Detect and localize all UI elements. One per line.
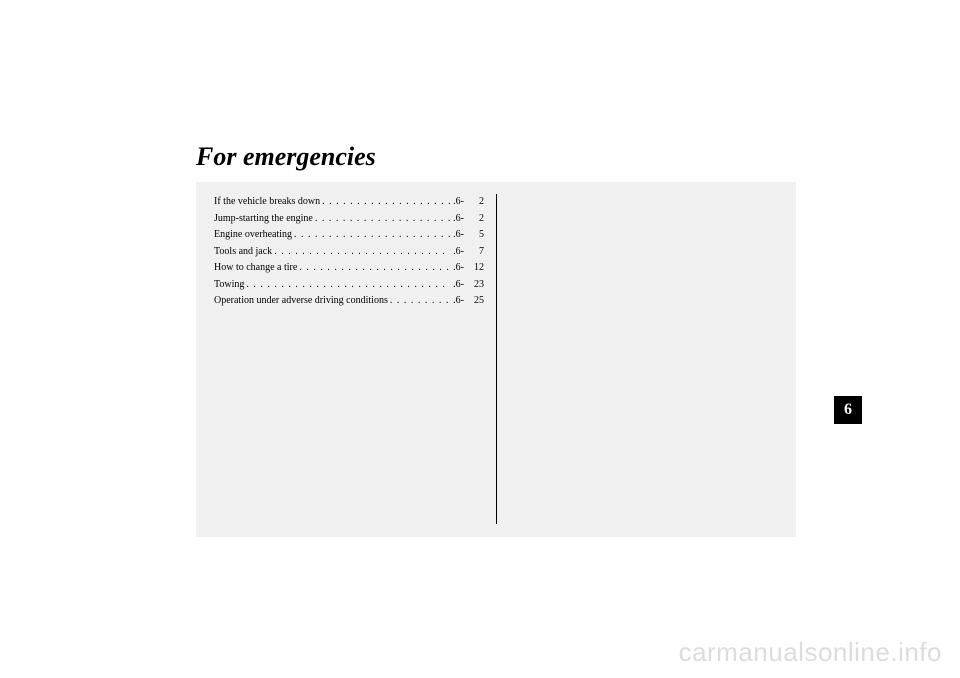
- chapter-tab: 6: [834, 396, 862, 424]
- toc-row: Operation under adverse driving conditio…: [214, 293, 484, 310]
- toc-chapter: .6-: [450, 293, 464, 310]
- toc-label: Operation under adverse driving conditio…: [214, 293, 388, 310]
- watermark: carmanualsonline.info: [679, 637, 942, 668]
- toc-label: Engine overheating: [214, 227, 292, 244]
- toc-label: Tools and jack: [214, 244, 272, 261]
- toc-chapter: .6-: [450, 260, 464, 277]
- toc-page: 2: [464, 211, 484, 228]
- toc-page: 25: [464, 293, 484, 310]
- toc-list: If the vehicle breaks down . . . . . . .…: [214, 194, 484, 310]
- toc-row: Jump-starting the engine . . . . . . . .…: [214, 211, 484, 228]
- toc-page: 2: [464, 194, 484, 211]
- toc-dots: . . . . . . . . . . . . . . . . . . . . …: [297, 260, 450, 277]
- toc-page: 7: [464, 244, 484, 261]
- toc-label: If the vehicle breaks down: [214, 194, 320, 211]
- toc-chapter: .6-: [450, 227, 464, 244]
- toc-page: 23: [464, 277, 484, 294]
- toc-row: How to change a tire . . . . . . . . . .…: [214, 260, 484, 277]
- toc-chapter: .6-: [450, 244, 464, 261]
- toc-chapter: .6-: [450, 211, 464, 228]
- toc-label: Jump-starting the engine: [214, 211, 313, 228]
- toc-page: 5: [464, 227, 484, 244]
- toc-row: Towing . . . . . . . . . . . . . . . . .…: [214, 277, 484, 294]
- content-box: If the vehicle breaks down . . . . . . .…: [196, 182, 796, 537]
- toc-dots: . . . . . . . . . . . . . . . . . . . . …: [313, 211, 450, 228]
- toc-chapter: .6-: [450, 277, 464, 294]
- toc-label: How to change a tire: [214, 260, 297, 277]
- toc-dots: . . . . . . . . . . . . . . . . . . . . …: [244, 277, 450, 294]
- toc-dots: . . . . . . . . . . . . . . . . . . . . …: [320, 194, 450, 211]
- toc-page: 12: [464, 260, 484, 277]
- toc-dots: . . . . . . . . . . . . . . . . . . . . …: [292, 227, 450, 244]
- toc-row: If the vehicle breaks down . . . . . . .…: [214, 194, 484, 211]
- toc-dots: . . . . . . . . . . . . . . . . . . . . …: [388, 293, 450, 310]
- toc-chapter: .6-: [450, 194, 464, 211]
- toc-row: Tools and jack . . . . . . . . . . . . .…: [214, 244, 484, 261]
- toc-label: Towing: [214, 277, 244, 294]
- toc-row: Engine overheating . . . . . . . . . . .…: [214, 227, 484, 244]
- chapter-title: For emergencies: [196, 142, 376, 172]
- page-container: For emergencies If the vehicle breaks do…: [0, 0, 960, 678]
- toc-dots: . . . . . . . . . . . . . . . . . . . . …: [272, 244, 450, 261]
- column-divider: [496, 194, 497, 524]
